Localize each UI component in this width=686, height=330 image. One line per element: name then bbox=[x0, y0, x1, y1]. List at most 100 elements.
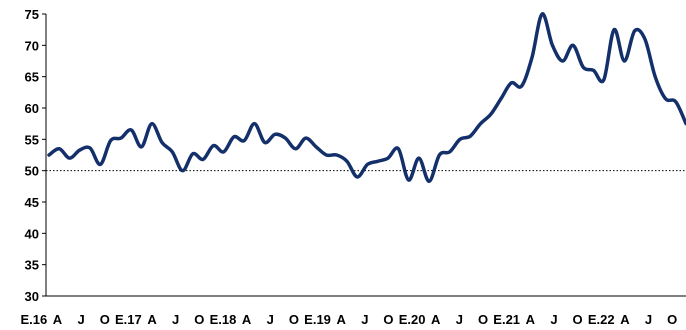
data-point bbox=[377, 160, 379, 162]
data-point bbox=[449, 151, 451, 153]
x-tick-label: J bbox=[645, 312, 652, 327]
x-tick-label: E.16 bbox=[20, 312, 47, 327]
data-point bbox=[531, 57, 533, 59]
y-tick-label: 75 bbox=[25, 7, 39, 22]
data-point bbox=[562, 60, 564, 62]
x-tick-label: A bbox=[620, 312, 630, 327]
y-tick-label: 40 bbox=[25, 226, 39, 241]
x-tick-label: O bbox=[383, 312, 393, 327]
data-point bbox=[408, 179, 410, 181]
data-point bbox=[315, 146, 317, 148]
x-tick-label: E.19 bbox=[304, 312, 331, 327]
x-tick-label: J bbox=[361, 312, 368, 327]
x-tick-label: O bbox=[667, 312, 677, 327]
data-point bbox=[110, 140, 112, 142]
x-tick-label: J bbox=[267, 312, 274, 327]
data-point bbox=[356, 176, 358, 178]
y-axis: 30 35 40 45 50 55 60 65 70 75 bbox=[25, 7, 47, 304]
data-point bbox=[438, 154, 440, 156]
data-point bbox=[151, 123, 153, 125]
x-tick-label: O bbox=[573, 312, 583, 327]
data-point bbox=[480, 123, 482, 125]
y-tick-label: 50 bbox=[25, 164, 39, 179]
y-tick-label: 65 bbox=[25, 70, 39, 85]
x-tick-label: O bbox=[289, 312, 299, 327]
x-tick-label: A bbox=[147, 312, 157, 327]
data-point bbox=[58, 148, 60, 150]
data-point bbox=[223, 151, 225, 153]
x-tick-label: A bbox=[431, 312, 441, 327]
x-tick-label: J bbox=[550, 312, 557, 327]
data-point bbox=[613, 29, 615, 31]
data-point bbox=[284, 137, 286, 139]
data-point bbox=[325, 154, 327, 156]
data-point bbox=[99, 163, 101, 165]
data-point bbox=[243, 140, 245, 142]
data-point bbox=[654, 76, 656, 78]
y-tick-label: 60 bbox=[25, 101, 39, 116]
data-point bbox=[459, 138, 461, 140]
data-point bbox=[603, 79, 605, 81]
data-point bbox=[397, 148, 399, 150]
data-point bbox=[69, 157, 71, 159]
x-tick-label: J bbox=[172, 312, 179, 327]
data-point bbox=[171, 151, 173, 153]
x-tick-label: E.21 bbox=[493, 312, 520, 327]
x-tick-label: O bbox=[194, 312, 204, 327]
x-tick-label: O bbox=[100, 312, 110, 327]
data-point bbox=[551, 44, 553, 46]
data-point bbox=[295, 148, 297, 150]
data-point bbox=[346, 160, 348, 162]
x-tick-label: E.17 bbox=[115, 312, 142, 327]
data-point bbox=[79, 149, 81, 151]
data-point bbox=[510, 82, 512, 84]
x-tick-label: J bbox=[77, 312, 84, 327]
data-point bbox=[541, 13, 543, 15]
data-point bbox=[582, 66, 584, 68]
data-point bbox=[675, 101, 677, 103]
x-tick-label: E.22 bbox=[588, 312, 615, 327]
x-axis: E.16 A J O E.17 A J O E.18 A J O E.19 A J O E.20 A J O E.21 A… bbox=[20, 295, 686, 327]
data-point bbox=[644, 38, 646, 40]
data-point bbox=[634, 30, 636, 32]
data-point bbox=[469, 135, 471, 137]
x-tick-label: A bbox=[526, 312, 536, 327]
data-point bbox=[48, 154, 50, 156]
data-point bbox=[264, 141, 266, 143]
data-point bbox=[500, 98, 502, 100]
data-point bbox=[664, 98, 666, 100]
data-point bbox=[202, 158, 204, 160]
x-tick-label: O bbox=[478, 312, 488, 327]
series-line bbox=[47, 12, 686, 184]
y-tick-label: 70 bbox=[25, 38, 39, 53]
data-point bbox=[140, 146, 142, 148]
x-tick-label: E.18 bbox=[210, 312, 237, 327]
data-point bbox=[233, 136, 235, 138]
data-point bbox=[253, 123, 255, 125]
data-point bbox=[274, 133, 276, 135]
y-tick-label: 55 bbox=[25, 132, 39, 147]
data-point bbox=[161, 141, 163, 143]
data-point bbox=[623, 60, 625, 62]
data-point bbox=[336, 154, 338, 156]
y-tick-label: 30 bbox=[25, 289, 39, 304]
x-tick-label: J bbox=[456, 312, 463, 327]
x-tick-label: E.20 bbox=[399, 312, 426, 327]
y-tick-label: 45 bbox=[25, 195, 39, 210]
data-point bbox=[305, 137, 307, 139]
data-point bbox=[521, 85, 523, 87]
x-tick-label: A bbox=[242, 312, 252, 327]
x-tick-label: A bbox=[53, 312, 63, 327]
data-point bbox=[192, 153, 194, 155]
data-point bbox=[490, 113, 492, 115]
x-tick-label: A bbox=[336, 312, 346, 327]
data-point bbox=[593, 69, 595, 71]
data-point bbox=[182, 170, 184, 172]
data-point bbox=[418, 157, 420, 159]
data-point bbox=[387, 157, 389, 159]
data-point bbox=[367, 163, 369, 165]
data-point bbox=[428, 180, 430, 182]
data-point bbox=[212, 145, 214, 147]
y-tick-label: 35 bbox=[25, 258, 39, 273]
